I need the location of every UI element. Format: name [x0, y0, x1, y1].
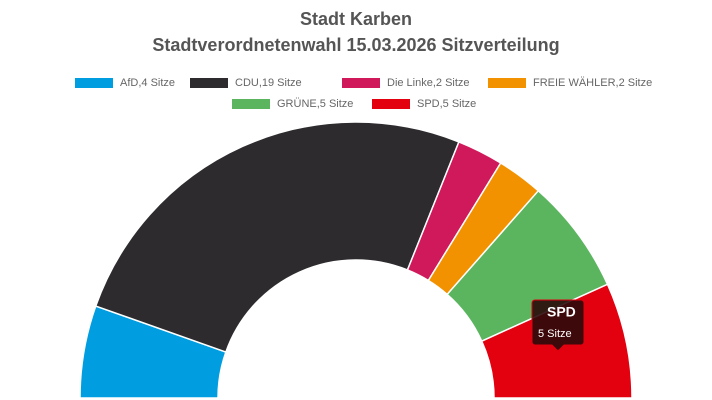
- legend-swatch: [342, 78, 380, 88]
- legend: AfD,4 Sitze CDU,19 Sitze Die Linke,2 Sitze…: [75, 77, 652, 110]
- legend-label: Die Linke,2 Sitze: [387, 77, 470, 89]
- slices: [79, 121, 633, 399]
- legend-label: CDU,19 Sitze: [235, 77, 302, 89]
- tooltip: SPD 5 Sitze: [531, 299, 585, 352]
- legend-label: GRÜNE,5 Sitze: [277, 98, 353, 110]
- tooltip-box: [531, 299, 585, 352]
- legend-swatch: [190, 78, 228, 88]
- chart-title: Stadt Karben: [300, 9, 412, 29]
- legend-label: SPD,5 Sitze: [417, 98, 476, 110]
- legend-label: FREIE WÄHLER,2 Sitze: [533, 77, 652, 89]
- legend-swatch: [488, 78, 526, 88]
- tooltip-text: 5 Sitze: [538, 328, 572, 340]
- tooltip-title: SPD: [547, 304, 576, 320]
- legend-swatch: [372, 99, 410, 109]
- slice: [94, 121, 460, 353]
- chart-subtitle: Stadtverordnetenwahl 15.03.2026 Sitzvert…: [152, 35, 559, 55]
- legend-swatch: [232, 99, 270, 109]
- legend-swatch: [75, 78, 113, 88]
- legend-label: AfD,4 Sitze: [120, 77, 175, 89]
